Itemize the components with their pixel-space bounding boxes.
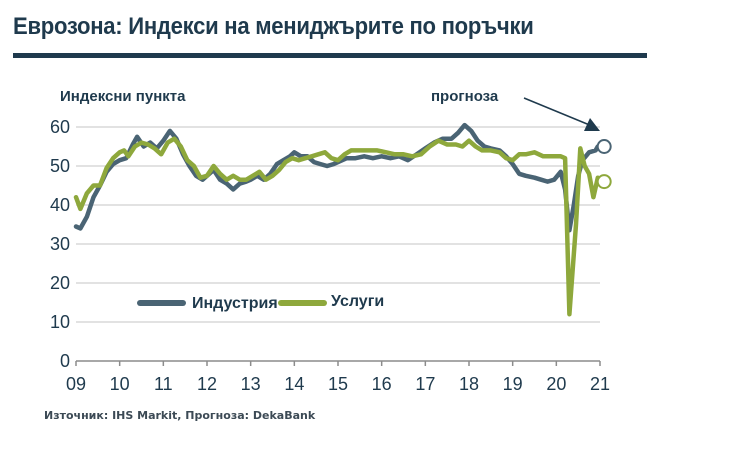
forecast-marker-icon: [596, 174, 612, 190]
y-tick-label: 0: [60, 351, 70, 371]
legend: Индустрия Услуги: [137, 293, 384, 312]
legend-industry-label: Индустрия: [192, 295, 278, 312]
y-tick-label: 30: [50, 234, 70, 254]
title-divider: [13, 53, 647, 58]
legend-services-label: Услуги: [331, 293, 384, 310]
x-axis: 09 10 11 12 13 14 15 16 17 18 19 20 21: [66, 360, 610, 394]
forecast-annotation: прогноза: [431, 88, 499, 105]
x-tick-label: 15: [328, 374, 348, 394]
y-tick-label: 10: [50, 312, 70, 332]
x-tick-label: 16: [372, 374, 392, 394]
x-tick-label: 19: [503, 374, 523, 394]
forecast-marker-icon: [596, 139, 612, 154]
x-tick-label: 20: [546, 374, 566, 394]
forecast-arrow: [523, 97, 600, 131]
industry-line: [73, 122, 601, 233]
x-tick-label: 12: [197, 374, 217, 394]
x-tick-label: 09: [66, 374, 86, 394]
y-tick-label: 50: [50, 156, 70, 176]
x-tick-label: 13: [241, 374, 261, 394]
x-tick-label: 11: [154, 374, 173, 394]
y-tick-label: 20: [50, 273, 70, 293]
arrow-head-icon: [584, 118, 600, 131]
data-series: [73, 122, 612, 317]
chart-title: Еврозона: Индекси на мениджърите по поръ…: [13, 13, 534, 40]
y-axis-label: Индексни пункта: [60, 88, 186, 105]
x-tick-label: 14: [284, 374, 304, 394]
y-tick-label: 60: [50, 117, 70, 137]
y-axis-ticks: 0 10 20 30 40 50 60: [50, 117, 70, 371]
source-note: Източник: IHS Markit, Прогноза: DekaBank: [44, 409, 316, 422]
x-tick-label: 18: [459, 374, 479, 394]
x-tick-label: 21: [590, 374, 610, 394]
x-tick-label: 10: [110, 374, 130, 394]
y-tick-label: 40: [50, 195, 70, 215]
x-tick-label: 17: [415, 374, 435, 394]
services-line: [73, 136, 601, 317]
